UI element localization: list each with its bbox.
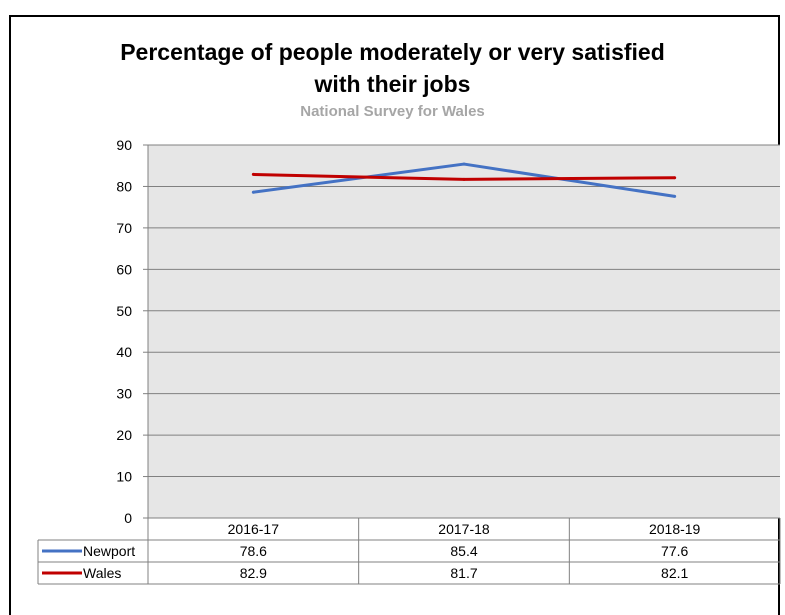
chart-title: Percentage of people moderately or very … bbox=[0, 36, 785, 100]
data-label-wales-2017-18: 81.7 bbox=[450, 565, 477, 581]
data-label-newport-2017-18: 85.4 bbox=[450, 543, 477, 559]
y-tick-label-60: 60 bbox=[116, 261, 132, 277]
data-point-wales-2016-17 bbox=[251, 172, 255, 176]
chart-subtitle: National Survey for Wales bbox=[300, 103, 485, 120]
data-point-newport-2016-17 bbox=[251, 190, 255, 194]
y-tick-label-50: 50 bbox=[116, 303, 132, 319]
line-chart: 0 10 20 30 40 50 60 70 80 90 2016-17 2017-18 2018-19… bbox=[37, 137, 781, 585]
category-label-2017-18: 2017-18 bbox=[438, 521, 490, 537]
y-tick-label-20: 20 bbox=[116, 427, 132, 443]
data-point-newport-2017-18 bbox=[462, 162, 466, 166]
chart-title-line-1: Percentage of people moderately or very … bbox=[120, 39, 665, 65]
data-point-wales-2018-19 bbox=[673, 176, 677, 180]
chart-title-line-2: with their jobs bbox=[314, 71, 471, 97]
category-label-2018-19: 2018-19 bbox=[649, 521, 701, 537]
category-label-2016-17: 2016-17 bbox=[228, 521, 280, 537]
data-label-wales-2016-17: 82.9 bbox=[240, 565, 267, 581]
y-tick-label-40: 40 bbox=[116, 344, 132, 360]
y-tick-label-0: 0 bbox=[124, 510, 132, 526]
data-label-newport-2016-17: 78.6 bbox=[240, 543, 267, 559]
y-tick-label-70: 70 bbox=[116, 220, 132, 236]
y-tick-label-10: 10 bbox=[116, 469, 132, 485]
data-label-wales-2018-19: 82.1 bbox=[661, 565, 688, 581]
data-point-newport-2018-19 bbox=[673, 194, 677, 198]
y-tick-label-80: 80 bbox=[116, 178, 132, 194]
y-tick-label-30: 30 bbox=[116, 386, 132, 402]
y-tick-label-90: 90 bbox=[116, 137, 132, 153]
legend-label-wales: Wales bbox=[83, 565, 121, 581]
data-label-newport-2018-19: 77.6 bbox=[661, 543, 688, 559]
legend-label-newport: Newport bbox=[83, 543, 135, 559]
data-point-wales-2017-18 bbox=[462, 177, 466, 181]
plot-area bbox=[148, 145, 780, 518]
